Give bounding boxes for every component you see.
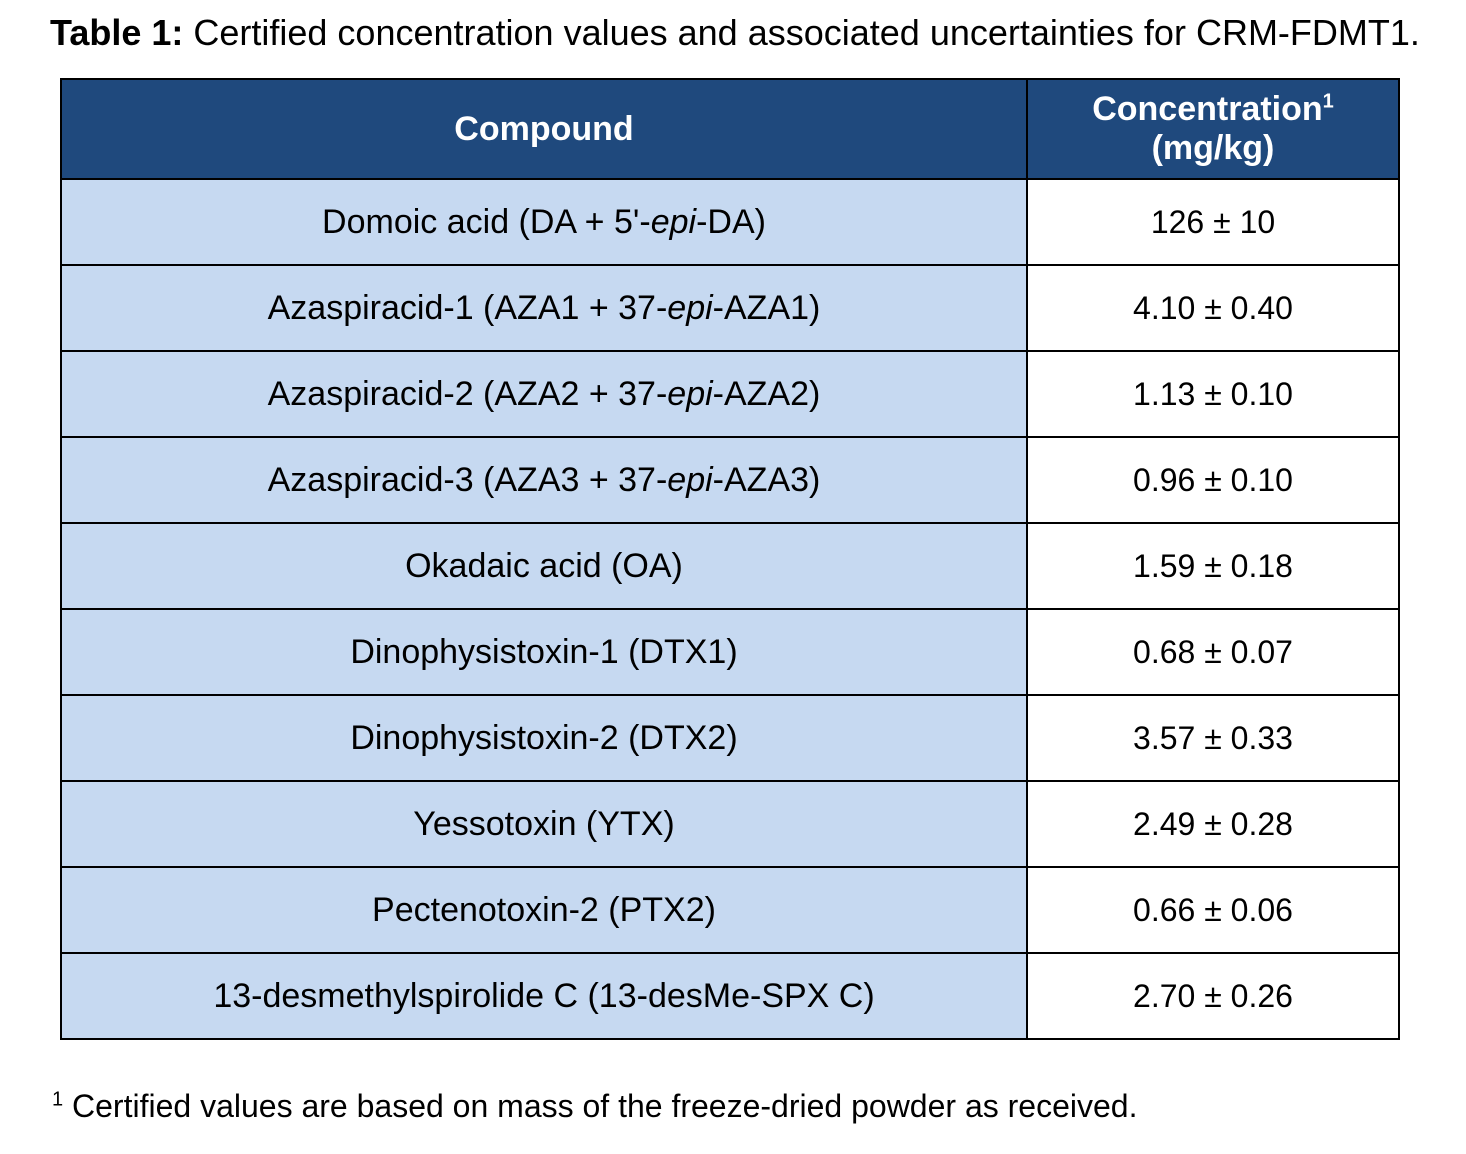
header-concentration-footnote-marker: 1 xyxy=(1322,90,1334,113)
table-caption: Table 1: Certified concentration values … xyxy=(50,12,1450,54)
compound-name: Domoic acid (DA + 5'- xyxy=(322,202,651,241)
compound-cell: Azaspiracid-2 (AZA2 + 37-epi-AZA2) xyxy=(60,350,1028,438)
table-header-row: Compound Concentration1 (mg/kg) xyxy=(60,78,1400,180)
compound-name: Azaspiracid-2 (AZA2 + 37- xyxy=(267,374,668,413)
footnote: 1 Certified values are based on mass of … xyxy=(52,1086,1137,1126)
compound-name: 13-desmethylspirolide C (13-desMe-SPX C) xyxy=(213,976,875,1015)
compound-name-suffix: -AZA2) xyxy=(712,374,821,413)
caption-text: Certified concentration values and assoc… xyxy=(183,12,1420,53)
concentration-value-cell: 3.57 ± 0.33 xyxy=(1026,694,1400,782)
header-concentration-label: Concentration xyxy=(1092,90,1323,128)
compound-name: Azaspiracid-1 (AZA1 + 37- xyxy=(267,288,668,327)
concentration-value-cell: 1.13 ± 0.10 xyxy=(1026,350,1400,438)
compound-cell: Domoic acid (DA + 5'-epi-DA) xyxy=(60,178,1028,266)
compound-epi-prefix: epi xyxy=(667,288,713,327)
compound-cell: Azaspiracid-3 (AZA3 + 37-epi-AZA3) xyxy=(60,436,1028,524)
table-row: Azaspiracid-1 (AZA1 + 37-epi-AZA1) 4.10 ±… xyxy=(60,264,1400,352)
table-row: 13-desmethylspirolide C (13-desMe-SPX C)… xyxy=(60,952,1400,1040)
table-row: Okadaic acid (OA) 1.59 ± 0.18 xyxy=(60,522,1400,610)
compound-cell: Dinophysistoxin-2 (DTX2) xyxy=(60,694,1028,782)
compound-cell: Azaspiracid-1 (AZA1 + 37-epi-AZA1) xyxy=(60,264,1028,352)
concentration-value-cell: 0.68 ± 0.07 xyxy=(1026,608,1400,696)
compound-cell: Yessotoxin (YTX) xyxy=(60,780,1028,868)
compound-cell: 13-desmethylspirolide C (13-desMe-SPX C) xyxy=(60,952,1028,1040)
concentration-value-cell: 0.96 ± 0.10 xyxy=(1026,436,1400,524)
compound-name: Yessotoxin (YTX) xyxy=(413,804,675,843)
compound-name: Pectenotoxin-2 (PTX2) xyxy=(372,890,716,929)
concentration-value-cell: 2.70 ± 0.26 xyxy=(1026,952,1400,1040)
caption-label: Table 1: xyxy=(50,12,184,53)
footnote-text: Certified values are based on mass of th… xyxy=(63,1088,1138,1124)
compound-name-suffix: -AZA1) xyxy=(712,288,821,327)
compound-cell: Okadaic acid (OA) xyxy=(60,522,1028,610)
table-row: Azaspiracid-2 (AZA2 + 37-epi-AZA2) 1.13 ±… xyxy=(60,350,1400,438)
concentration-table: Compound Concentration1 (mg/kg) Domoic ac… xyxy=(60,78,1400,1040)
header-concentration-unit: (mg/kg) xyxy=(1151,129,1275,167)
concentration-value-cell: 4.10 ± 0.40 xyxy=(1026,264,1400,352)
compound-name-suffix: -DA) xyxy=(696,202,766,241)
compound-name-suffix: -AZA3) xyxy=(712,460,821,499)
compound-epi-prefix: epi xyxy=(650,202,697,241)
table-row: Dinophysistoxin-1 (DTX1) 0.68 ± 0.07 xyxy=(60,608,1400,696)
compound-epi-prefix: epi xyxy=(667,374,713,413)
compound-epi-prefix: epi xyxy=(667,460,713,499)
header-concentration: Concentration1 (mg/kg) xyxy=(1026,78,1400,180)
concentration-value-cell: 0.66 ± 0.06 xyxy=(1026,866,1400,954)
table-row: Yessotoxin (YTX) 2.49 ± 0.28 xyxy=(60,780,1400,868)
compound-name: Dinophysistoxin-2 (DTX2) xyxy=(350,718,738,757)
compound-name: Okadaic acid (OA) xyxy=(405,546,683,585)
table-body: Domoic acid (DA + 5'-epi-DA) 126 ± 10 Azas… xyxy=(60,178,1400,1040)
concentration-value-cell: 2.49 ± 0.28 xyxy=(1026,780,1400,868)
table-row: Pectenotoxin-2 (PTX2) 0.66 ± 0.06 xyxy=(60,866,1400,954)
compound-name: Dinophysistoxin-1 (DTX1) xyxy=(350,632,738,671)
header-compound: Compound xyxy=(60,78,1028,180)
compound-cell: Dinophysistoxin-1 (DTX1) xyxy=(60,608,1028,696)
table-row: Domoic acid (DA + 5'-epi-DA) 126 ± 10 xyxy=(60,178,1400,266)
concentration-value-cell: 126 ± 10 xyxy=(1026,178,1400,266)
table-row: Dinophysistoxin-2 (DTX2) 3.57 ± 0.33 xyxy=(60,694,1400,782)
footnote-marker: 1 xyxy=(52,1088,64,1111)
table-row: Azaspiracid-3 (AZA3 + 37-epi-AZA3) 0.96 ±… xyxy=(60,436,1400,524)
compound-cell: Pectenotoxin-2 (PTX2) xyxy=(60,866,1028,954)
compound-name: Azaspiracid-3 (AZA3 + 37- xyxy=(267,460,668,499)
concentration-value-cell: 1.59 ± 0.18 xyxy=(1026,522,1400,610)
